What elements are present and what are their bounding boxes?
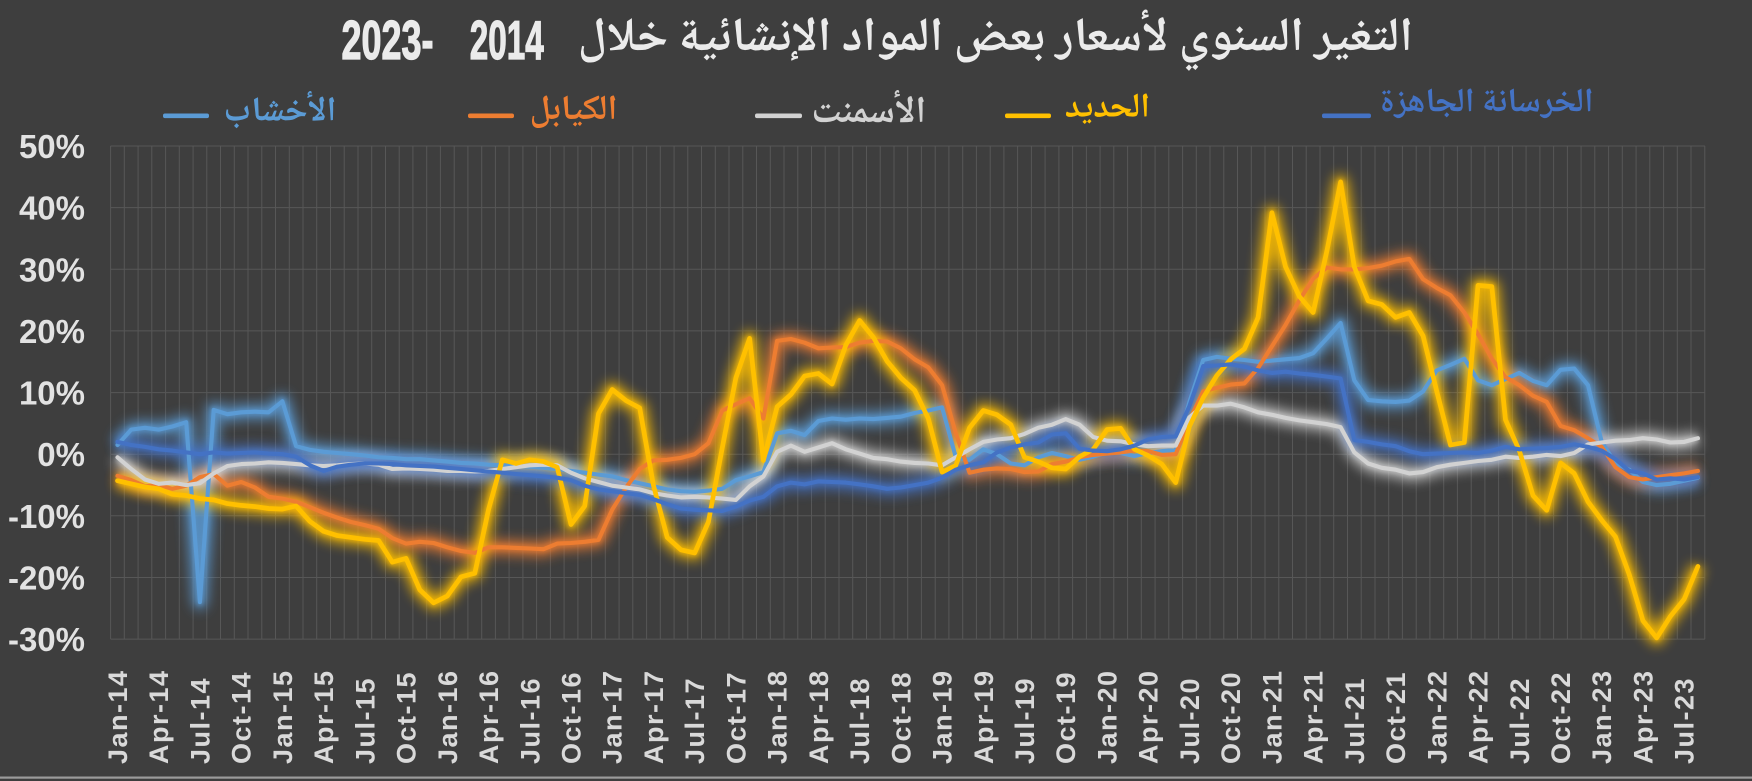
svg-text:Apr-17: Apr-17 [639,669,669,764]
svg-text:20%: 20% [19,313,85,350]
svg-text:-20%: -20% [8,560,85,597]
svg-text:Apr-14: Apr-14 [144,669,174,764]
svg-text:Jan-22: Jan-22 [1422,669,1452,764]
svg-text:Apr-21: Apr-21 [1299,669,1329,764]
svg-text:Oct-19: Oct-19 [1051,671,1081,764]
svg-text:Oct-17: Oct-17 [721,671,751,764]
svg-text:Jan-21: Jan-21 [1257,669,1287,764]
svg-text:Jul-16: Jul-16 [515,677,545,764]
svg-text:Jan-17: Jan-17 [598,669,628,764]
svg-text:Oct-21: Oct-21 [1381,671,1411,764]
svg-text:-30%: -30% [8,621,85,658]
svg-text:Jan-23: Jan-23 [1587,669,1617,764]
svg-text:Jan-20: Jan-20 [1093,669,1123,764]
svg-text:Jan-14: Jan-14 [103,669,133,764]
svg-text:Oct-22: Oct-22 [1546,671,1576,764]
svg-text:Oct-16: Oct-16 [557,671,587,764]
svg-text:Jan-15: Jan-15 [268,669,298,764]
svg-text:10%: 10% [19,375,85,412]
svg-text:50%: 50% [19,128,85,165]
svg-text:Oct-14: Oct-14 [227,671,257,764]
svg-text:Oct-15: Oct-15 [392,671,422,764]
svg-text:Apr-23: Apr-23 [1628,669,1658,764]
svg-text:2023-: 2023- [342,9,434,71]
svg-text:Jul-19: Jul-19 [1010,677,1040,764]
svg-text:Jan-16: Jan-16 [433,669,463,764]
svg-text:Oct-18: Oct-18 [886,671,916,764]
svg-text:Apr-19: Apr-19 [969,669,999,764]
svg-text:Jul-20: Jul-20 [1175,677,1205,764]
svg-text:Apr-22: Apr-22 [1464,669,1494,764]
svg-text:30%: 30% [19,251,85,288]
svg-text:40%: 40% [19,190,85,227]
svg-text:Jan-18: Jan-18 [763,669,793,764]
svg-text:Apr-16: Apr-16 [474,669,504,764]
svg-text:Jul-18: Jul-18 [845,677,875,764]
svg-text:Apr-15: Apr-15 [309,669,339,764]
svg-text:Jul-15: Jul-15 [350,677,380,764]
svg-text:0%: 0% [37,436,85,473]
svg-text:Jul-17: Jul-17 [680,677,710,764]
svg-text:2014: 2014 [470,9,544,71]
svg-text:Jul-14: Jul-14 [185,677,215,764]
svg-text:Apr-18: Apr-18 [804,669,834,764]
svg-text:Jul-21: Jul-21 [1340,677,1370,764]
svg-text:Jul-23: Jul-23 [1670,677,1700,764]
svg-text:Apr-20: Apr-20 [1134,669,1164,764]
svg-text:Jan-19: Jan-19 [928,669,958,764]
svg-text:Oct-20: Oct-20 [1216,671,1246,764]
svg-text:-10%: -10% [8,498,85,535]
svg-text:Jul-22: Jul-22 [1505,677,1535,764]
